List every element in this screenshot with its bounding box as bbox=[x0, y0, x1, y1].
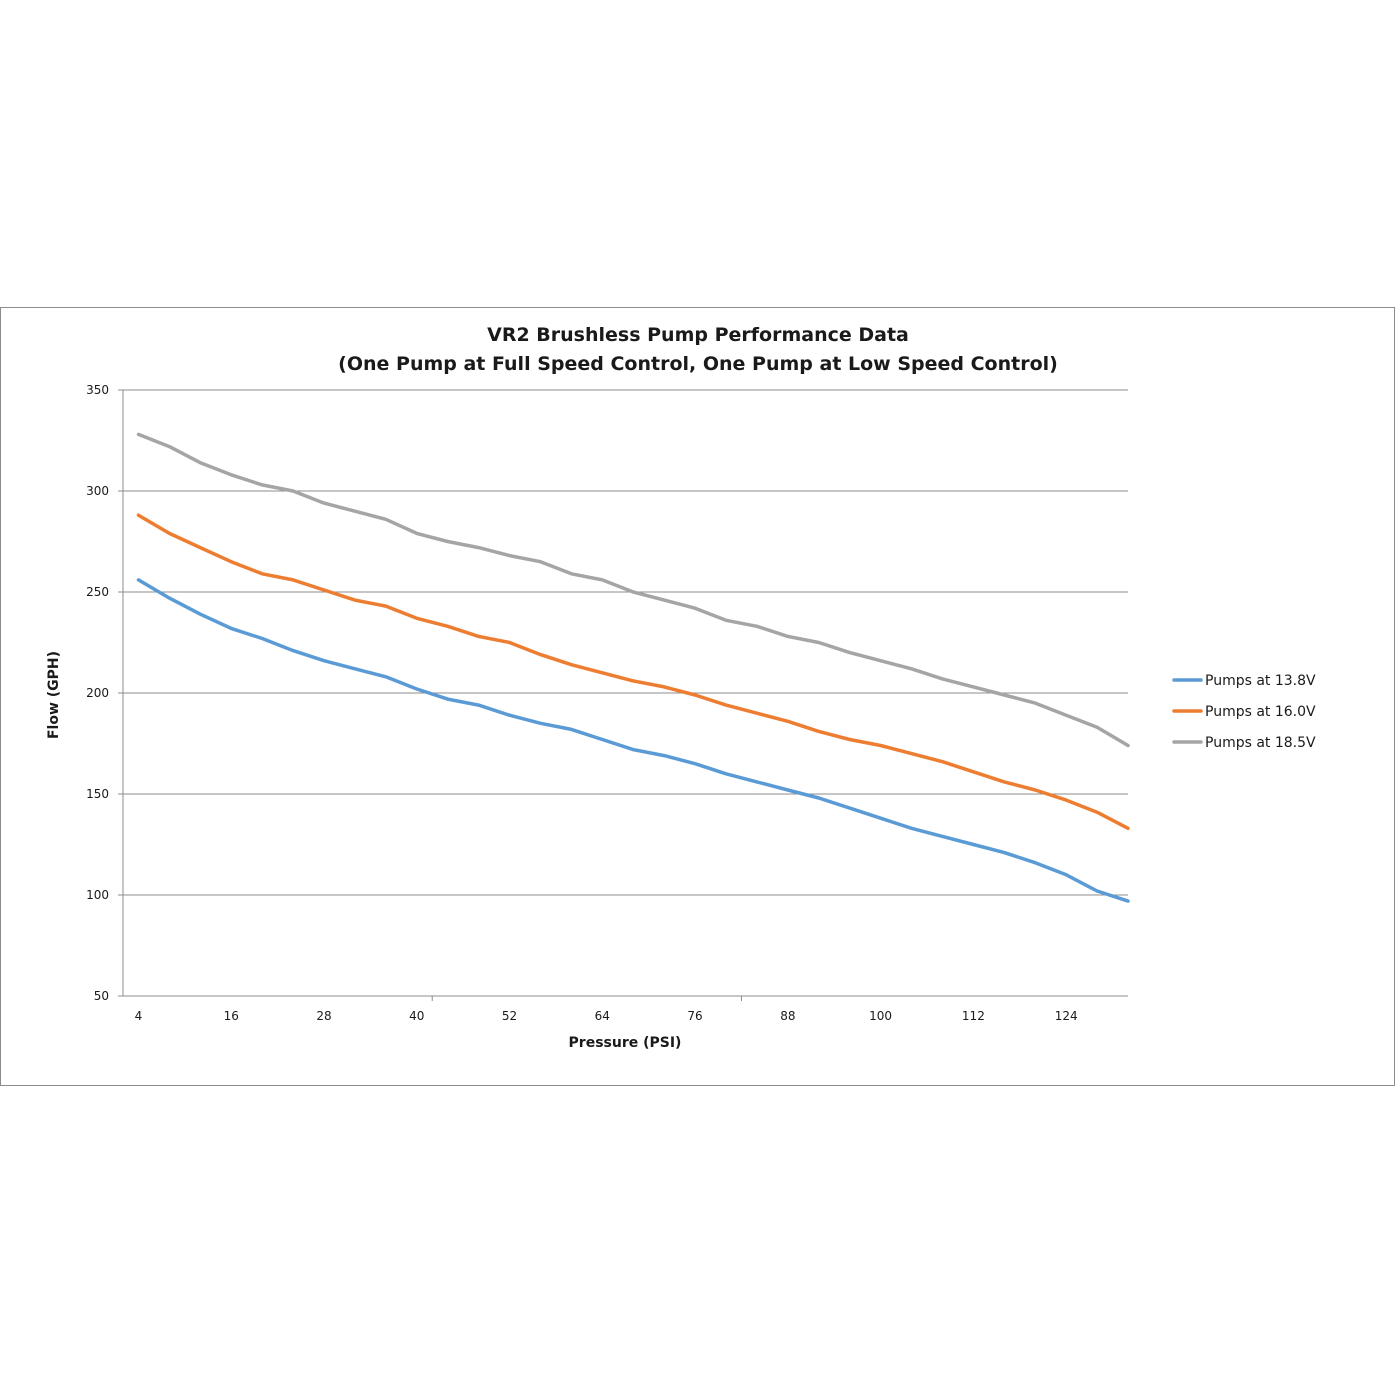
gridlines bbox=[118, 389, 1128, 997]
y-tick-label: 250 bbox=[86, 585, 109, 599]
y-tick-label: 50 bbox=[94, 989, 109, 1003]
x-tick-labels: 4 16 28 40 52 64 76 88 100 112 124 bbox=[135, 1009, 1078, 1023]
series-lines bbox=[136, 432, 1130, 903]
legend-label-1: Pumps at 13.8V bbox=[1205, 673, 1316, 689]
x-tick-label: 64 bbox=[595, 1009, 610, 1023]
x-tick-label: 28 bbox=[316, 1009, 331, 1023]
x-tick-label: 16 bbox=[224, 1009, 239, 1023]
y-axis-title: Flow (GPH) bbox=[46, 651, 62, 739]
y-tick-labels: 50 100 150 200 250 300 350 bbox=[86, 383, 109, 1003]
series-line-2 bbox=[136, 513, 1130, 831]
y-tick-label: 200 bbox=[86, 686, 109, 700]
x-tick-label: 40 bbox=[409, 1009, 424, 1023]
y-tick-label: 100 bbox=[86, 888, 109, 902]
series-line-3 bbox=[136, 432, 1130, 748]
x-tick-label: 112 bbox=[962, 1009, 985, 1023]
legend-label-3: Pumps at 18.5V bbox=[1205, 735, 1316, 751]
x-tick-label: 124 bbox=[1055, 1009, 1078, 1023]
y-tick-label: 350 bbox=[86, 383, 109, 397]
y-tick-label: 300 bbox=[86, 484, 109, 498]
chart-title: VR2 Brushless Pump Performance Data bbox=[487, 324, 909, 346]
x-tick-label: 100 bbox=[869, 1009, 892, 1023]
y-tick-label: 150 bbox=[86, 787, 109, 801]
x-tick-label: 4 bbox=[135, 1009, 143, 1023]
series-line-1 bbox=[136, 578, 1130, 903]
x-tick-label: 52 bbox=[502, 1009, 517, 1023]
chart-subtitle: (One Pump at Full Speed Control, One Pum… bbox=[338, 353, 1058, 375]
chart-canvas: VR2 Brushless Pump Performance Data (One… bbox=[46, 324, 1316, 1051]
x-axis-title: Pressure (PSI) bbox=[569, 1035, 682, 1051]
legend-label-2: Pumps at 16.0V bbox=[1205, 704, 1316, 720]
chart-frame: VR2 Brushless Pump Performance Data (One… bbox=[0, 307, 1395, 1086]
x-tick-label: 88 bbox=[780, 1009, 795, 1023]
axes bbox=[122, 390, 1128, 1001]
legend: Pumps at 13.8V Pumps at 16.0V Pumps at 18.… bbox=[1172, 673, 1316, 751]
x-tick-label: 76 bbox=[687, 1009, 702, 1023]
